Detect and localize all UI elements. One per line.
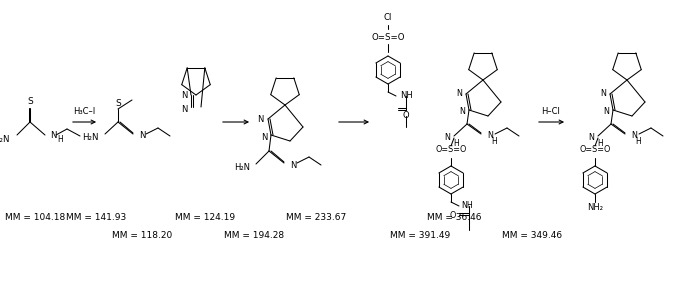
Text: MM = 233.67: MM = 233.67 [286, 213, 346, 222]
Text: H: H [597, 140, 603, 149]
Text: O=S=O: O=S=O [579, 146, 611, 155]
Text: N: N [181, 105, 187, 113]
Text: N: N [456, 89, 462, 98]
Text: N: N [459, 107, 465, 116]
Text: Cl: Cl [384, 14, 392, 23]
Text: MM = 36.46: MM = 36.46 [427, 213, 482, 222]
Text: S: S [115, 98, 121, 107]
Text: MM = 118.20: MM = 118.20 [112, 232, 172, 241]
Text: H: H [57, 135, 63, 144]
Text: N: N [588, 133, 594, 142]
Text: O=S=O: O=S=O [436, 146, 467, 155]
Text: MM = 104.18: MM = 104.18 [5, 213, 65, 222]
Text: H: H [635, 136, 641, 146]
Text: H₂N: H₂N [0, 135, 10, 144]
Text: S: S [27, 98, 33, 107]
Text: NH: NH [461, 202, 473, 210]
Text: N: N [631, 131, 637, 140]
Text: N: N [181, 91, 187, 100]
Text: H₂N: H₂N [234, 164, 250, 173]
Text: MM = 194.28: MM = 194.28 [224, 232, 284, 241]
Text: N: N [260, 133, 267, 142]
Text: N: N [258, 114, 264, 124]
Text: N: N [600, 89, 606, 98]
Text: N: N [139, 131, 145, 140]
Text: NH: NH [400, 91, 413, 100]
Text: NH₂: NH₂ [587, 204, 603, 213]
Text: O: O [403, 111, 409, 120]
Text: H–Cl: H–Cl [542, 107, 560, 116]
Text: N: N [444, 133, 450, 142]
Text: H₂N: H₂N [82, 133, 99, 142]
Text: N: N [603, 107, 609, 116]
Text: N: N [290, 160, 297, 169]
Text: MM = 124.19: MM = 124.19 [175, 213, 235, 222]
Text: H₃C–I: H₃C–I [73, 107, 95, 116]
Text: N: N [50, 131, 57, 140]
Text: O: O [450, 210, 456, 219]
Text: N: N [487, 131, 493, 140]
Text: O=S=O: O=S=O [371, 32, 405, 41]
Text: H: H [453, 140, 459, 149]
Text: MM = 141.93: MM = 141.93 [66, 213, 126, 222]
Text: H: H [491, 136, 497, 146]
Text: MM = 391.49: MM = 391.49 [390, 232, 450, 241]
Text: MM = 349.46: MM = 349.46 [502, 232, 562, 241]
